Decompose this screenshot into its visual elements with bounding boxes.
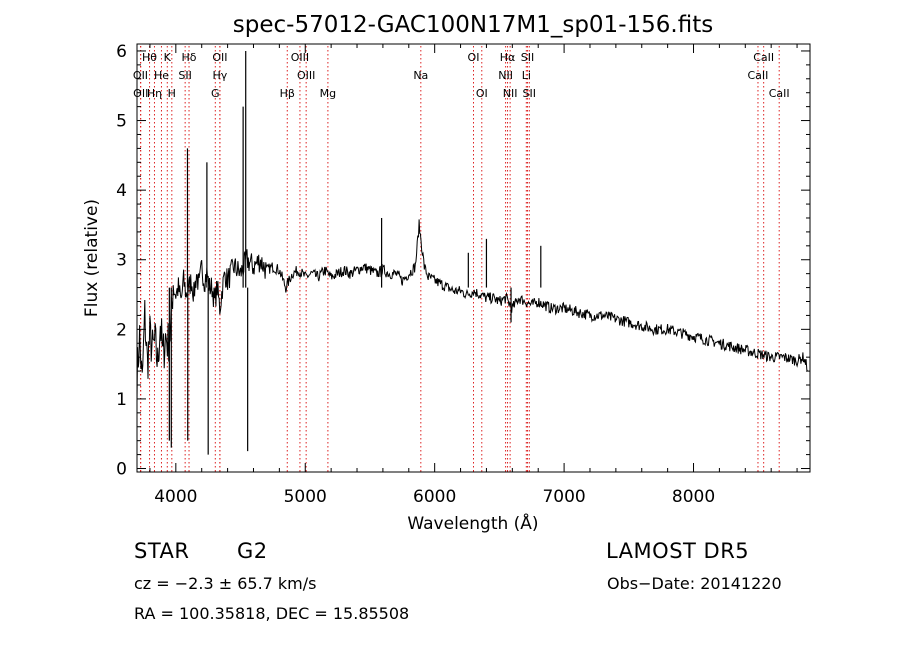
line-label-27: CaII bbox=[769, 87, 790, 100]
object-subclass: G2 bbox=[237, 539, 268, 563]
y-tick-label: 4 bbox=[116, 181, 127, 201]
chart-title: spec-57012-GAC100N17M1_sp01-156.fits bbox=[233, 12, 713, 38]
coordinates: RA = 100.35818, DEC = 15.85508 bbox=[134, 604, 410, 623]
y-axis: 0 1 2 3 4 5 6 bbox=[116, 42, 810, 480]
line-label-21: G bbox=[211, 87, 220, 100]
y-tick-label: 5 bbox=[116, 112, 127, 132]
spectrum-line bbox=[136, 219, 808, 403]
line-label-9: OII bbox=[133, 69, 148, 82]
plot-frame bbox=[136, 43, 811, 473]
spectrum-spikes bbox=[168, 50, 542, 455]
line-label-14: Na bbox=[413, 69, 428, 82]
line-label-17: CaII bbox=[748, 69, 769, 82]
survey-name: LAMOST DR5 bbox=[606, 539, 750, 563]
line-label-13: OIII bbox=[297, 69, 315, 82]
line-label-4: OIII bbox=[291, 51, 309, 64]
x-axis-label: Wavelength (Å) bbox=[407, 512, 538, 534]
line-label-23: Mg bbox=[320, 87, 336, 100]
line-label-5: OI bbox=[468, 51, 480, 64]
line-label-0: Hθ bbox=[142, 51, 157, 64]
y-tick-label: 2 bbox=[116, 320, 127, 340]
x-axis: 4000 5000 6000 7000 8000 bbox=[149, 44, 798, 507]
y-tick-label: 6 bbox=[116, 42, 127, 62]
line-label-3: OII bbox=[212, 51, 227, 64]
y-axis-label: Flux (relative) bbox=[82, 199, 102, 317]
x-tick-label: 4000 bbox=[154, 487, 197, 507]
emission-line-labels: Hθ K Hδ OII OIII OI Hα SII CaII OII He SII Hγ OIII Na N… bbox=[133, 51, 790, 100]
line-label-10: He bbox=[154, 69, 169, 82]
line-label-22: Hβ bbox=[280, 87, 295, 100]
line-label-12: Hγ bbox=[212, 69, 227, 82]
y-tick-label: 0 bbox=[116, 460, 127, 480]
y-tick-label: 3 bbox=[116, 251, 127, 271]
line-label-2: Hδ bbox=[182, 51, 197, 64]
redshift-velocity: cz = −2.3 ± 65.7 km/s bbox=[134, 574, 317, 593]
line-label-8: CaII bbox=[753, 51, 774, 64]
y-tick-label: 1 bbox=[116, 390, 127, 410]
line-label-25: NII bbox=[503, 87, 518, 100]
line-label-11: SII bbox=[178, 69, 191, 82]
line-label-15: NII bbox=[498, 69, 513, 82]
line-label-16: Li bbox=[522, 69, 531, 82]
observation-date: Obs−Date: 20141220 bbox=[607, 574, 782, 593]
line-label-7: SII bbox=[521, 51, 534, 64]
x-tick-label: 7000 bbox=[542, 487, 585, 507]
line-label-19: Hη bbox=[147, 87, 162, 100]
line-label-6: Hα bbox=[500, 51, 516, 64]
line-label-26: SII bbox=[523, 87, 536, 100]
spectrum-series bbox=[136, 219, 808, 403]
x-tick-label: 8000 bbox=[672, 487, 715, 507]
object-class: STAR bbox=[134, 539, 190, 563]
line-label-20: H bbox=[168, 87, 176, 100]
x-tick-label: 6000 bbox=[413, 487, 456, 507]
emission-line-markers bbox=[139, 46, 780, 472]
line-label-24: OI bbox=[476, 87, 488, 100]
line-label-1: K bbox=[164, 51, 172, 64]
x-tick-label: 5000 bbox=[284, 487, 327, 507]
